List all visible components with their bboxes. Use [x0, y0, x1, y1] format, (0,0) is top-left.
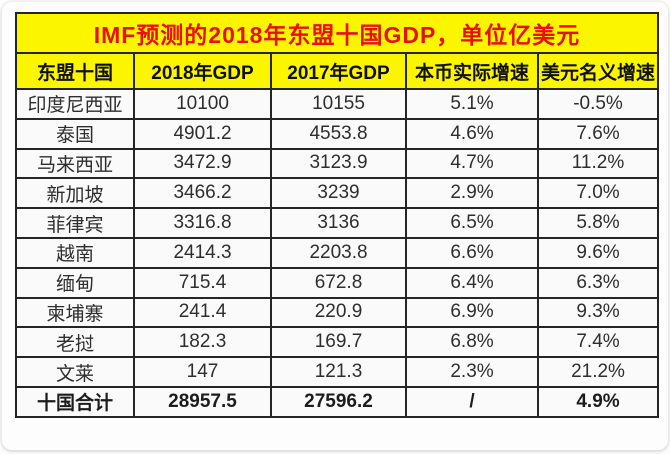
cell-country: 文莱	[15, 356, 135, 388]
cell-country: 柬埔寨	[15, 296, 135, 329]
cell-gdp-2017: 220.9	[270, 296, 407, 329]
table-row-thailand: 泰国 4901.2 4553.8 4.6% 7.6%	[15, 117, 660, 150]
table-row-laos: 老挝 182.3 169.7 6.8% 7.4%	[15, 326, 660, 359]
cell-real-growth: 4.6%	[405, 117, 539, 150]
cell-usd-growth: 7.6%	[536, 117, 660, 150]
cell-usd-growth: 7.4%	[536, 326, 660, 359]
table-row-cambodia: 柬埔寨 241.4 220.9 6.9% 9.3%	[15, 296, 660, 329]
cell-gdp-2018: 28957.5	[133, 385, 272, 418]
cell-gdp-2018: 182.3	[133, 326, 272, 359]
cell-real-growth: 6.8%	[405, 326, 539, 359]
column-header-gdp-2018: 2018年GDP	[133, 52, 272, 90]
cell-usd-growth: 9.6%	[536, 236, 660, 269]
table-row-philippines: 菲律宾 3316.8 3136 6.5% 5.8%	[15, 207, 660, 239]
cell-country: 泰国	[15, 117, 135, 150]
table-row-vietnam: 越南 2414.3 2203.8 6.6% 9.6%	[15, 236, 660, 269]
cell-country: 印度尼西亚	[15, 88, 135, 120]
column-header-country: 东盟十国	[15, 52, 135, 90]
cell-gdp-2018: 3472.9	[133, 147, 272, 180]
cell-gdp-2018: 715.4	[133, 266, 272, 299]
cell-gdp-2017: 121.3	[270, 356, 407, 388]
cell-gdp-2017: 3136	[270, 207, 407, 239]
table-row-brunei: 文莱 147 121.3 2.3% 21.2%	[15, 356, 660, 388]
cell-usd-growth: 7.0%	[536, 177, 660, 210]
cell-usd-growth: 9.3%	[536, 296, 660, 329]
cell-gdp-2017: 10155	[270, 88, 407, 120]
cell-gdp-2018: 3466.2	[133, 177, 272, 210]
cell-real-growth: 6.5%	[405, 207, 539, 239]
cell-gdp-2017: 169.7	[270, 326, 407, 359]
table-row-total: 十国合计 28957.5 27596.2 / 4.9%	[15, 385, 660, 418]
cell-usd-growth: 21.2%	[536, 356, 660, 388]
cell-real-growth: 6.6%	[405, 236, 539, 269]
table-row-malaysia: 马来西亚 3472.9 3123.9 4.7% 11.2%	[15, 147, 660, 180]
cell-usd-growth: -0.5%	[536, 88, 660, 120]
column-header-gdp-2017: 2017年GDP	[270, 52, 407, 90]
cell-gdp-2018: 3316.8	[133, 207, 272, 239]
cell-real-growth: 2.9%	[405, 177, 539, 210]
cell-country: 缅甸	[15, 266, 135, 299]
cell-gdp-2018: 147	[133, 356, 272, 388]
table-title-row: IMF预测的2018年东盟十国GDP，单位亿美元	[14, 12, 660, 54]
table-row-singapore: 新加坡 3466.2 3239 2.9% 7.0%	[15, 177, 660, 210]
cell-usd-growth: 4.9%	[536, 385, 660, 418]
table-row-myanmar: 缅甸 715.4 672.8 6.4% 6.3%	[15, 266, 660, 299]
table-title: IMF预测的2018年东盟十国GDP，单位亿美元	[14, 12, 660, 54]
cell-real-growth: 6.4%	[405, 266, 539, 299]
cell-gdp-2017: 672.8	[270, 266, 407, 299]
cell-gdp-2017: 27596.2	[270, 385, 407, 418]
cell-gdp-2017: 3239	[270, 177, 407, 210]
cell-gdp-2018: 10100	[133, 88, 272, 120]
cell-gdp-2018: 4901.2	[133, 117, 272, 150]
cell-usd-growth: 6.3%	[536, 266, 660, 299]
cell-country: 新加坡	[15, 177, 135, 210]
column-header-real-growth: 本币实际增速	[405, 52, 539, 90]
cell-gdp-2018: 241.4	[133, 296, 272, 329]
cell-usd-growth: 5.8%	[536, 207, 660, 239]
gdp-table: IMF预测的2018年东盟十国GDP，单位亿美元 东盟十国 2018年GDP 2…	[14, 12, 660, 418]
gdp-table-container: IMF预测的2018年东盟十国GDP，单位亿美元 东盟十国 2018年GDP 2…	[14, 12, 660, 418]
cell-real-growth: 2.3%	[405, 356, 539, 388]
cell-gdp-2017: 4553.8	[270, 117, 407, 150]
cell-real-growth: 5.1%	[405, 88, 539, 120]
cell-country: 老挝	[15, 326, 135, 359]
cell-gdp-2017: 2203.8	[270, 236, 407, 269]
table-header-row: 东盟十国 2018年GDP 2017年GDP 本币实际增速 美元名义增速	[15, 52, 660, 90]
column-header-usd-growth: 美元名义增速	[536, 52, 660, 90]
cell-gdp-2018: 2414.3	[133, 236, 272, 269]
cell-real-growth: 6.9%	[405, 296, 539, 329]
cell-usd-growth: 11.2%	[536, 147, 660, 180]
cell-country: 越南	[15, 236, 135, 269]
cell-country: 菲律宾	[15, 207, 135, 239]
cell-country: 马来西亚	[15, 147, 135, 180]
cell-real-growth: 4.7%	[405, 147, 539, 180]
cell-real-growth: /	[405, 385, 539, 418]
table-row-indonesia: 印度尼西亚 10100 10155 5.1% -0.5%	[15, 88, 660, 120]
cell-gdp-2017: 3123.9	[270, 147, 407, 180]
cell-country: 十国合计	[15, 385, 135, 418]
